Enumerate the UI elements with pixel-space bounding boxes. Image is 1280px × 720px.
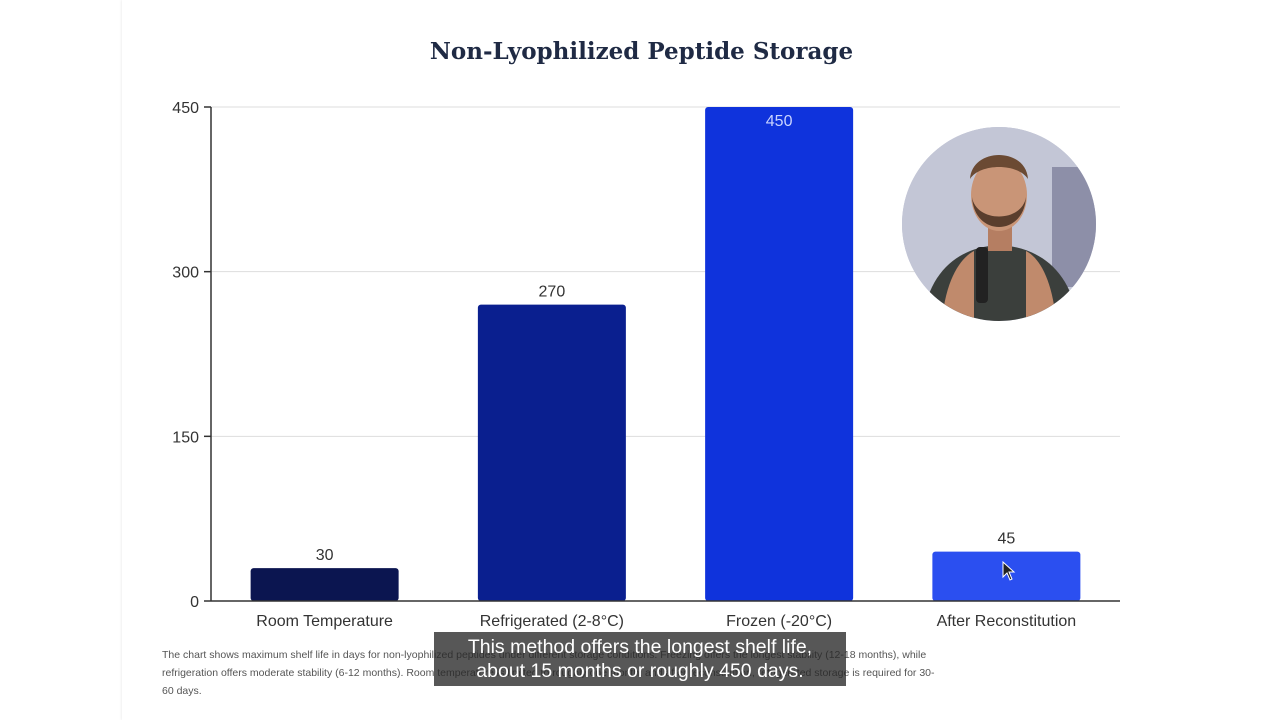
presenter-illustration (902, 127, 1096, 321)
x-category-labels: Room Temperature Refrigerated (2-8°C) Froz… (256, 613, 1076, 630)
y-tick-label-300: 300 (172, 265, 199, 282)
bar-2 (477, 304, 626, 601)
presenter-avatar (902, 127, 1096, 321)
y-tick-labels: 0 150 300 450 (172, 100, 199, 611)
right-margin (1162, 0, 1280, 720)
subtitle-line-1: This method offers the longest shelf lif… (467, 636, 813, 658)
category-label-2: Refrigerated (2-8°C) (480, 613, 624, 630)
video-subtitle: This method offers the longest shelf lif… (434, 632, 846, 686)
data-label-1: 30 (316, 547, 334, 564)
category-label-1: Room Temperature (256, 613, 393, 630)
subtitle-line-2: about 15 months or roughly 450 days. (476, 660, 804, 682)
chart-title: Non-Lyophilized Peptide Storage (429, 38, 854, 65)
bar-3 (705, 107, 854, 601)
bar-1 (250, 568, 399, 601)
mouse-cursor-icon (1002, 561, 1016, 581)
y-tick-label-450: 450 (172, 100, 199, 117)
category-label-3: Frozen (-20°C) (726, 613, 832, 630)
caption-line-3: 60 days. (162, 685, 202, 697)
data-label-4: 45 (997, 531, 1015, 548)
data-label-2: 270 (539, 284, 566, 301)
data-label-3: 450 (766, 113, 793, 130)
bars (250, 107, 1081, 601)
left-margin (0, 0, 122, 720)
y-tick-label-150: 150 (172, 429, 199, 446)
y-tick-label-0: 0 (190, 594, 199, 611)
data-labels: 30 270 450 45 (316, 113, 1016, 564)
category-label-4: After Reconstitution (937, 613, 1077, 630)
bar-4 (932, 551, 1081, 601)
